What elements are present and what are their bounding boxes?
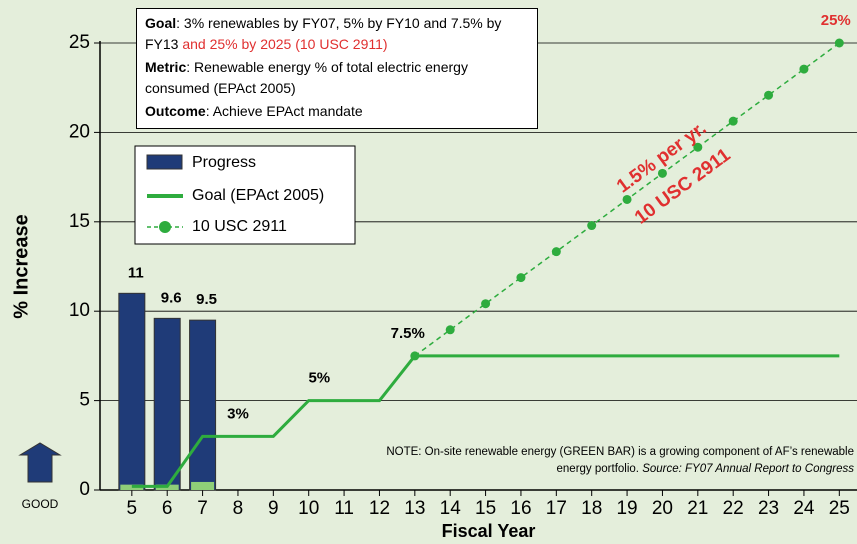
x-tick-label: 21 [687, 498, 708, 519]
x-tick-label: 24 [793, 498, 815, 519]
x-tick-label: 7 [197, 498, 208, 519]
x-tick-label: 16 [510, 498, 531, 519]
bar [189, 319, 217, 491]
good-arrow [18, 442, 62, 483]
text: : 3% renewables by FY07, 5% by FY10 and … [145, 15, 502, 52]
goal-line: Goal: 3% renewables by FY07, 5% by FY10 … [145, 13, 529, 55]
y-axis-title: % Increase [10, 214, 32, 319]
annotation: 5% [308, 370, 330, 387]
x-tick-label: 9 [268, 498, 279, 519]
x-tick-label: 6 [162, 498, 173, 519]
bar-value-label: 9.5 [196, 291, 217, 308]
y-tick-label: 25 [69, 32, 90, 53]
x-tick-label: 15 [475, 498, 496, 519]
legend-label: 10 USC 2911 [192, 218, 287, 235]
bar-value-label: 9.6 [161, 289, 182, 306]
x-tick-label: 22 [723, 498, 744, 519]
y-tick-label: 15 [69, 211, 90, 232]
x-tick-label: 11 [334, 498, 354, 519]
label: Goal [145, 15, 177, 31]
x-axis-title: Fiscal Year [442, 521, 536, 541]
annotation: 3% [227, 405, 249, 422]
goal-box: Goal: 3% renewables by FY07, 5% by FY10 … [136, 8, 538, 129]
annotation: 7.5% [391, 325, 425, 342]
note-text: NOTE: On-site renewable energy (GREEN BA… [386, 446, 854, 475]
x-tick-label: 10 [298, 498, 319, 519]
bar [191, 481, 215, 490]
good-label: GOOD [22, 497, 59, 511]
series-marker [693, 142, 703, 152]
series-marker [622, 194, 632, 204]
label: Metric [145, 59, 187, 75]
annotation: 25% [821, 12, 851, 29]
y-tick-label: 0 [79, 479, 90, 500]
series-marker [587, 221, 597, 231]
series-marker [657, 168, 667, 178]
x-tick-label: 20 [652, 498, 673, 519]
outcome-line: Outcome: Achieve EPAct mandate [145, 101, 529, 122]
x-tick-label: 25 [829, 498, 850, 519]
x-tick-label: 14 [440, 498, 462, 519]
y-tick-label: 20 [69, 121, 90, 142]
y-tick-label: 5 [79, 390, 90, 411]
x-tick-label: 19 [616, 498, 637, 519]
red-text: and 25% by 2025 (10 USC 2911) [182, 36, 388, 52]
x-tick-label: 5 [127, 498, 138, 519]
bar [153, 317, 181, 491]
series-marker [834, 38, 844, 48]
series-marker [764, 90, 774, 100]
legend-marker [159, 221, 171, 233]
series-marker [728, 116, 738, 126]
x-tick-label: 13 [404, 498, 425, 519]
x-tick-label: 18 [581, 498, 602, 519]
text: : Achieve EPAct mandate [205, 103, 363, 119]
legend-label: Goal (EPAct 2005) [192, 187, 324, 204]
series-marker [445, 325, 455, 335]
note-source: Source: FY07 Annual Report to Congress [642, 463, 854, 475]
bar-value-label: 11 [128, 264, 144, 281]
label: Outcome [145, 103, 206, 119]
series-marker [799, 64, 809, 74]
legend-label: Progress [192, 154, 256, 171]
legend-swatch [146, 154, 183, 170]
note: NOTE: On-site renewable energy (GREEN BA… [380, 444, 854, 478]
legend: Progress Goal (EPAct 2005) 10 USC 2911 [134, 145, 356, 245]
x-tick-label: 23 [758, 498, 779, 519]
series-marker [410, 351, 420, 361]
x-tick-label: 17 [546, 498, 567, 519]
x-tick-label: 12 [369, 498, 390, 519]
series-marker [516, 273, 526, 283]
text: : Renewable energy % of total electric e… [145, 59, 468, 96]
x-tick-label: 8 [233, 498, 244, 519]
series-marker [551, 247, 561, 257]
metric-line: Metric: Renewable energy % of total elec… [145, 57, 529, 99]
bar [118, 292, 146, 491]
y-tick-label: 10 [69, 300, 90, 321]
series-marker [481, 299, 491, 309]
series-line [131, 354, 840, 488]
